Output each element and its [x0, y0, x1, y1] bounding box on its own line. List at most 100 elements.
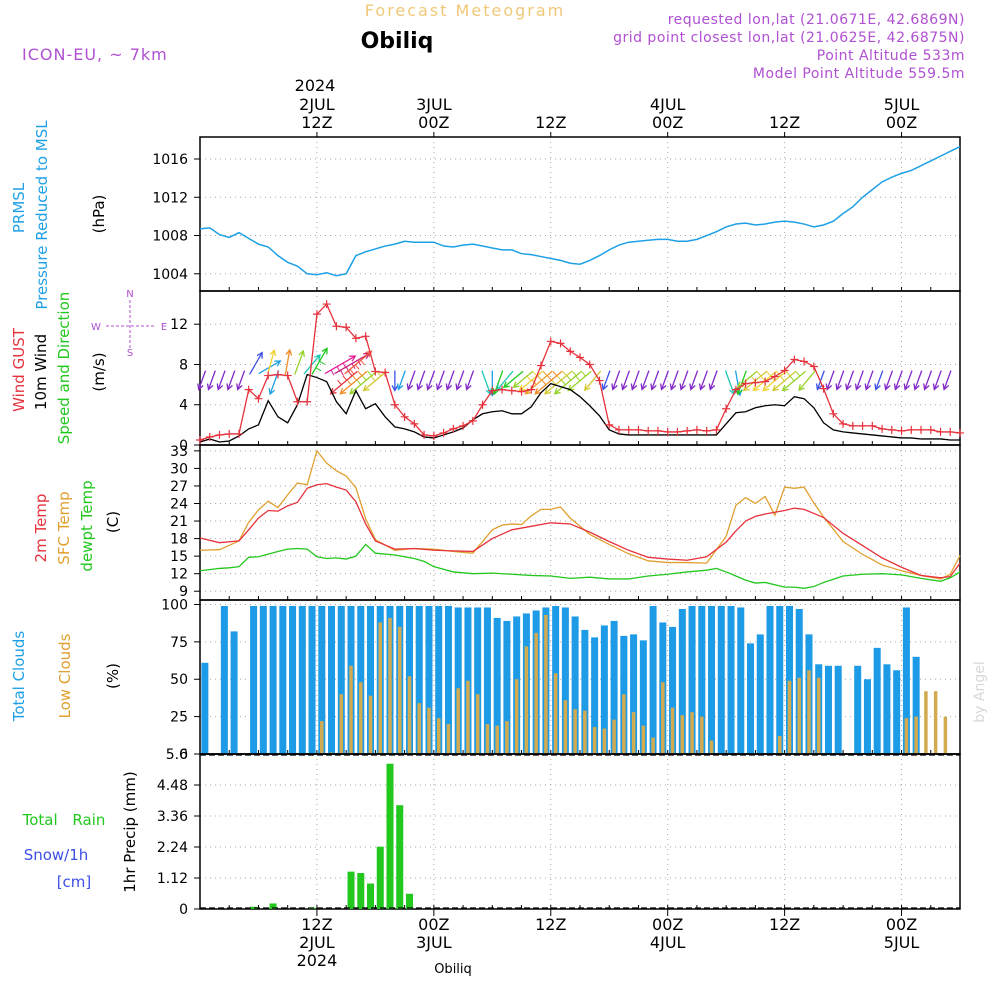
time-label-top: 4JUL [650, 95, 686, 114]
wind-arrow-shaft [865, 370, 874, 390]
wind-arrow [835, 370, 845, 391]
wind-gust-marker [468, 416, 477, 425]
wind-arrow-shaft [237, 370, 246, 390]
wind-arrow-head [512, 381, 520, 389]
wind-arrow-head [650, 383, 657, 391]
low-cloud-bar [690, 712, 694, 754]
total-cloud-bar [610, 620, 618, 754]
wind-arrow-shaft [690, 370, 699, 390]
low-cloud-bar [592, 727, 597, 754]
wind-arrow-feather [357, 359, 362, 366]
wind-gust-marker [926, 425, 935, 434]
wind-arrow-shaft [904, 370, 913, 390]
wind-arrow-head [455, 383, 462, 391]
wind-arrow-head [669, 383, 677, 391]
y-tick-label: 9 [179, 584, 188, 600]
time-label-bottom: 00Z [418, 915, 449, 934]
wind-arrow-head [465, 383, 472, 391]
wind-arrow-head [435, 383, 443, 391]
wind-gust-marker [624, 425, 633, 434]
compass-n: N [126, 289, 133, 300]
low-cloud-bar [709, 740, 714, 754]
prmsl-label: PRMSL [10, 182, 28, 233]
total-cloud-bar [893, 670, 901, 754]
wind-arrow-head [349, 387, 357, 395]
temp-unit-label: (C) [104, 511, 122, 533]
pressure-unit-label: (hPa) [90, 195, 108, 234]
wind-gust-marker [361, 332, 370, 341]
wind-arrow [267, 349, 277, 375]
wind-arrow [197, 370, 207, 391]
wind-gust-marker [478, 400, 487, 409]
snow-unit-label: [cm] [57, 873, 92, 891]
wind-arrow [303, 353, 321, 375]
wind-arrow-head [798, 384, 805, 392]
wind-gust-marker [342, 323, 351, 332]
wind-gust-marker [537, 361, 546, 370]
wind-gust-marker [858, 421, 867, 430]
precip-bar [367, 883, 375, 909]
wind-arrow-head [445, 383, 453, 391]
wind-arrow-head [349, 355, 357, 362]
wind-arrow-shaft [397, 370, 406, 390]
wind-arrow [689, 370, 699, 391]
wind-arrow [216, 370, 226, 391]
wind-arrow-feather [346, 379, 352, 386]
y-tick-label: 0 [179, 902, 188, 918]
wind-gust-marker [839, 419, 848, 428]
y-tick-label: 75 [170, 635, 188, 651]
wind-gust-marker [585, 360, 594, 369]
wind-gust-marker [410, 419, 419, 428]
wind-gust-marker [420, 430, 429, 439]
t2m-label: 2m Temp [32, 494, 50, 563]
wind-arrow-head [226, 383, 233, 391]
low-cloud-bar [787, 680, 792, 754]
total-cloud-bar [259, 605, 267, 754]
low-cloud-bar [436, 718, 441, 754]
time-label-top: 00Z [886, 113, 917, 132]
wind-arrow-head [197, 383, 204, 391]
wind-arrow-head [752, 384, 760, 392]
wind-arrow [903, 370, 913, 391]
wind-arrow-feather [354, 364, 360, 370]
wind-arrow-shaft [324, 355, 356, 375]
sfc-temp-label: SFC Temp [55, 491, 73, 564]
wind-gust-marker [887, 425, 896, 434]
wind-arrow-shaft [670, 370, 679, 390]
wind-arrow-head [762, 384, 770, 392]
panel-frame [199, 753, 961, 910]
wind-arrow [329, 370, 358, 395]
low-cloud-bar [583, 710, 587, 754]
wind-arrow [391, 370, 399, 392]
wind-arrow [893, 370, 903, 391]
wind-arrow-feather [795, 371, 801, 377]
total-cloud-bar [367, 605, 375, 754]
total-cloud-bar [503, 620, 511, 754]
low-cloud-bar [943, 716, 948, 754]
wind-gust-marker [780, 366, 789, 375]
wind-arrow-feather [561, 379, 566, 386]
wind-arrow [518, 370, 543, 392]
total-cloud-bar [649, 605, 657, 754]
dewpt-line [199, 543, 961, 589]
total-cloud-bar [591, 637, 599, 754]
total-cloud-bar [737, 607, 745, 754]
wind-arrow-feather [780, 375, 785, 382]
time-label-top: 2JUL [299, 95, 335, 114]
model-label: ICON-EU, ~ 7km [22, 45, 168, 64]
wind-arrow [226, 370, 236, 391]
wind-arrow-head [534, 387, 542, 395]
low-cloud-bar [573, 709, 577, 754]
wind-arrow-shaft [660, 370, 669, 390]
total-cloud-bar [766, 605, 774, 754]
wind-arrow [344, 350, 373, 375]
time-label-bottom: 12Z [769, 915, 800, 934]
y-tick-label: 12 [170, 567, 188, 583]
wind-gust-marker [722, 404, 731, 413]
wind-arrow-feather [571, 370, 577, 377]
wind-arrow [771, 370, 797, 392]
time-label-bottom: 3JUL [416, 933, 452, 952]
total-cloud-bar [688, 605, 696, 754]
wind-arrow-head [835, 383, 842, 391]
